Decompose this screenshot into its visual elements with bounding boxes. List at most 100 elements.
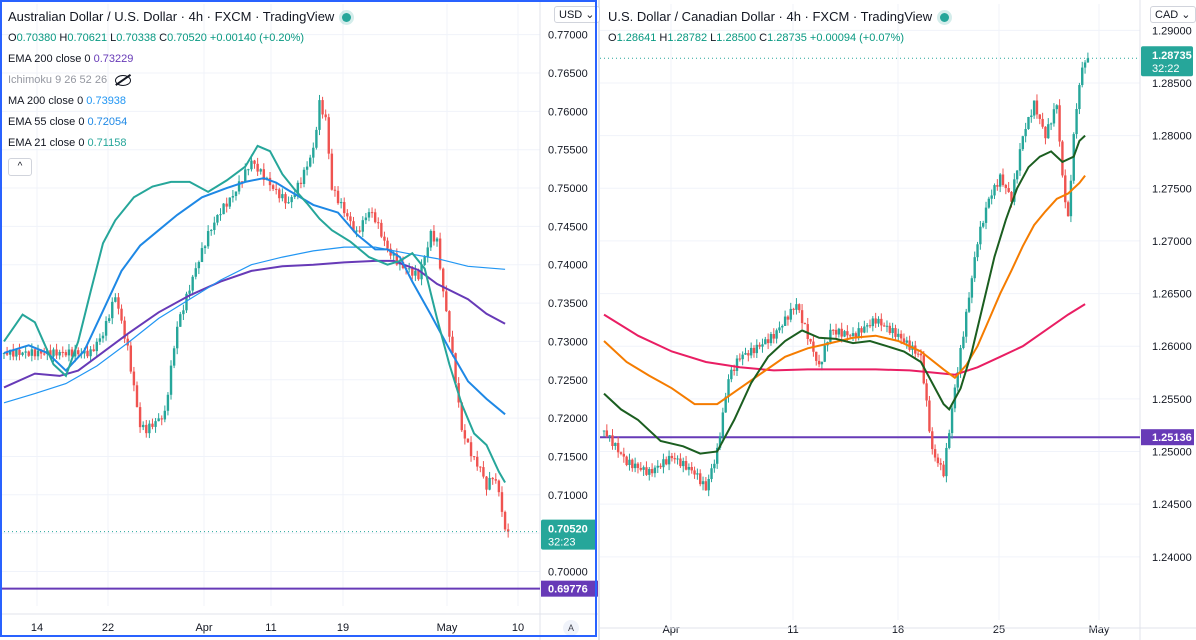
y-tick-label: 1.29000: [1152, 25, 1192, 37]
candle-body: [990, 195, 993, 199]
candle-body: [738, 358, 742, 360]
candle-body: [727, 379, 730, 397]
candle-body: [296, 182, 300, 195]
candle-body: [135, 385, 139, 408]
candle-body: [880, 318, 883, 326]
indicator-ema55[interactable]: EMA 55 close 0 0.72054: [8, 112, 351, 133]
candle-body: [659, 465, 662, 468]
candle-body: [662, 459, 665, 468]
candle-body: [670, 455, 674, 459]
candle-body: [936, 457, 940, 464]
indicator-ichimoku[interactable]: Ichimoku 9 26 52 26: [8, 70, 351, 91]
indicator-ema200[interactable]: EMA 200 close 0 0.73229: [8, 49, 351, 70]
ohlc-key: L: [110, 32, 117, 44]
indicator-value: 0.73938: [86, 95, 127, 107]
candle-body: [154, 421, 157, 427]
candle-body: [442, 268, 445, 292]
usdcad-chart-panel[interactable]: 1.29000 1.28500 1.28000 1.27500 1.27000 1.265…: [600, 0, 1196, 640]
audusd-currency-button[interactable]: USD ⌄: [554, 6, 600, 23]
candle-body: [905, 340, 908, 343]
indicator-line-1: [603, 174, 1086, 406]
candle-body: [361, 220, 364, 232]
candle-body: [315, 129, 318, 148]
candle-body: [1035, 100, 1039, 115]
candle-body: [476, 456, 479, 467]
y-tick-label: 0.75000: [548, 183, 588, 195]
candle-body: [877, 318, 880, 324]
candle-body: [15, 349, 18, 357]
candle-body: [851, 333, 855, 336]
candle-body: [333, 189, 337, 191]
x-tick-label: 11: [787, 624, 798, 636]
candle-body: [2, 352, 6, 354]
candle-body: [1021, 136, 1025, 150]
candle-body: [287, 202, 290, 204]
candle-body: [383, 236, 386, 241]
candle-body: [639, 467, 642, 470]
y-tick-label: 1.26000: [1152, 341, 1192, 353]
candle-body: [370, 212, 374, 214]
candle-body: [832, 329, 835, 331]
chart-separator[interactable]: [598, 0, 600, 640]
audusd-chart-panel[interactable]: 0.77000 0.76500 0.76000 0.75500 0.75000 0.745…: [0, 0, 600, 640]
candle-body: [1027, 117, 1030, 130]
y-tick-label: 1.26500: [1152, 289, 1192, 301]
candle-body: [219, 214, 222, 216]
candle-body: [36, 350, 40, 357]
candle-body: [1013, 179, 1016, 202]
candle-body: [916, 353, 920, 355]
candle-body: [744, 353, 747, 355]
candle-body: [848, 335, 852, 337]
audusd-chart-canvas[interactable]: 0.77000 0.76500 0.76000 0.75500 0.75000 0.745…: [0, 0, 600, 640]
candle-body: [395, 253, 399, 265]
candle-body: [676, 458, 679, 460]
indicator-line-1: [3, 246, 506, 404]
usdcad-currency-button[interactable]: CAD ⌄: [1150, 6, 1196, 23]
candle-body: [352, 221, 355, 232]
y-tick-label: 0.73000: [548, 336, 588, 348]
candle-body: [182, 310, 185, 315]
audusd-legend: Australian Dollar / U.S. Dollar · 4h · F…: [8, 6, 352, 176]
candle-body: [305, 166, 309, 170]
candle-body: [769, 334, 773, 344]
candle-body: [417, 270, 420, 280]
candle-body: [111, 301, 114, 319]
candle-body: [5, 352, 9, 355]
candle-body: [857, 328, 860, 338]
candle-body: [933, 449, 937, 458]
y-tick-label: 0.71500: [548, 451, 588, 463]
candle-body: [871, 318, 875, 327]
candle-body: [27, 351, 30, 356]
candle-body: [611, 435, 614, 446]
candle-body: [1083, 62, 1087, 68]
y-tick-label: 0.74000: [548, 260, 588, 272]
candle-body: [349, 216, 352, 222]
usdcad-chart-canvas[interactable]: 1.29000 1.28500 1.28000 1.27500 1.27000 1.265…: [600, 0, 1196, 640]
candle-body: [148, 423, 151, 434]
candle-body: [491, 477, 494, 480]
candle-body: [865, 325, 869, 327]
candle-body: [1066, 202, 1070, 217]
candle-body: [962, 336, 965, 349]
audusd-symbol-title[interactable]: Australian Dollar / U.S. Dollar · 4h · F…: [8, 9, 335, 24]
candle-body: [950, 408, 954, 434]
candle-body: [262, 169, 266, 181]
hidden-eye-icon[interactable]: [115, 74, 132, 86]
y-tick-label: 1.24000: [1152, 552, 1192, 564]
ohlc-high: 1.28782: [667, 32, 708, 44]
indicator-ma200[interactable]: MA 200 close 0 0.73938: [8, 91, 351, 112]
candle-body: [138, 407, 142, 428]
indicator-ema21[interactable]: EMA 21 close 0 0.71158: [8, 133, 351, 154]
collapse-legend-button[interactable]: ^: [8, 158, 32, 176]
candle-body: [52, 349, 55, 357]
indicator-line-2: [603, 134, 1086, 455]
auto-scale-button[interactable]: A: [563, 620, 579, 636]
indicator-line-0: [603, 303, 1086, 376]
usdcad-symbol-title[interactable]: U.S. Dollar / Canadian Dollar · 4h · FXC…: [608, 9, 933, 24]
candle-body: [925, 383, 928, 401]
candle-body: [30, 349, 34, 356]
candle-body: [758, 344, 761, 347]
candle-body: [411, 268, 414, 276]
candle-body: [735, 358, 739, 371]
level-price-tag: [541, 580, 598, 597]
